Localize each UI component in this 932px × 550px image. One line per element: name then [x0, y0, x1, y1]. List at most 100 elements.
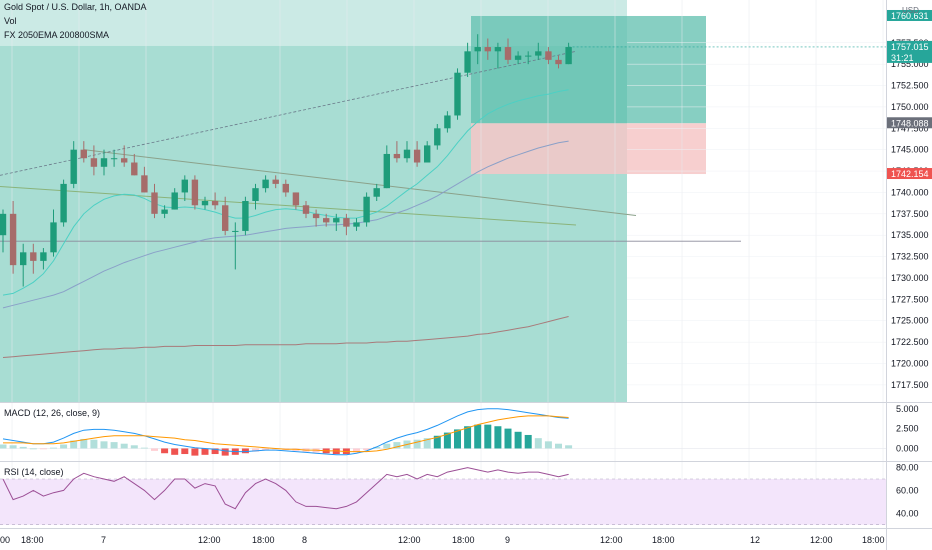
macd-histogram-bar — [363, 448, 371, 451]
price-tick-label: 1717.500 — [891, 380, 929, 390]
dashed-trendline — [0, 50, 577, 176]
candle-body — [464, 51, 471, 73]
macd-histogram-bar — [19, 446, 27, 449]
candle-body — [20, 252, 27, 266]
candle-body — [393, 153, 401, 159]
time-tick-label: 18:00 — [862, 535, 885, 545]
macd-histogram-bar — [413, 439, 421, 449]
rsi-band — [0, 479, 886, 525]
macd-histogram-bar — [120, 443, 128, 449]
candle-body — [222, 205, 229, 231]
candles[interactable] — [0, 34, 572, 287]
price-tick-label: 1725.000 — [891, 316, 929, 326]
rsi-label: RSI (14, close) — [4, 467, 64, 477]
macd-histogram-bar — [171, 448, 179, 455]
macd-histogram-bar — [181, 448, 189, 455]
profit-box — [471, 15, 706, 124]
macd-histogram-bar — [110, 442, 118, 449]
macd-histogram-bar — [504, 428, 512, 449]
ema20-line — [2, 89, 569, 296]
time-tick-label: 12:00 — [600, 535, 623, 545]
candle-body — [444, 115, 451, 129]
candle-body — [323, 218, 330, 223]
price-badge — [887, 40, 932, 63]
macd-histogram-bar — [353, 448, 360, 453]
trendline-lower — [0, 185, 577, 226]
candle-body — [70, 149, 77, 184]
price-badge-label: 1742.154 — [891, 169, 929, 179]
macd-histogram-bar — [80, 438, 88, 449]
macd-histogram-bar — [241, 448, 249, 454]
price-tick-label: 1735.000 — [891, 230, 929, 240]
price-tick-label: 1727.500 — [891, 294, 929, 304]
time-tick-label: 7 — [101, 535, 106, 545]
price-tick-label: 1747.500 — [891, 123, 929, 133]
time-tick-label: 12:00 — [810, 535, 833, 545]
price-tick-label: 1732.500 — [891, 252, 929, 262]
macd-line — [2, 408, 569, 456]
macd-histogram-bar — [130, 445, 138, 449]
candle-body — [434, 128, 441, 146]
macd-histogram-bar — [252, 448, 259, 452]
macd-tick-label: 0.000 — [896, 443, 919, 453]
price-tick-label: 1750.000 — [891, 102, 929, 112]
candle-body — [100, 158, 108, 167]
time-tick-label: 8 — [302, 535, 307, 545]
price-axis[interactable]: 1757.5001755.0001752.5001750.0001747.500… — [887, 9, 932, 518]
price-tick-label: 1745.000 — [891, 145, 929, 155]
candle-body — [555, 59, 562, 65]
macd-histogram-bar — [373, 446, 381, 449]
rsi-pane[interactable] — [0, 467, 886, 526]
trendline-upper — [83, 149, 637, 217]
indicator-lines — [0, 46, 886, 358]
candle-body — [252, 188, 259, 201]
price-tick-label: 1740.000 — [891, 187, 929, 197]
macd-histogram-bar — [565, 445, 573, 449]
macd-histogram-bar — [0, 444, 7, 449]
price-tick-label: 1720.000 — [891, 359, 929, 369]
time-tick-label: 18:00 — [252, 535, 275, 545]
macd-histogram-bar — [262, 448, 270, 451]
time-tick-label: 12:00 — [198, 535, 221, 545]
price-tick-label: 1737.500 — [891, 209, 929, 219]
time-axis[interactable]: 00 18:00 7 12:00 18:00 8 12:00 18:00 9 12:00 18:00… — [0, 535, 885, 545]
candle-body — [413, 149, 421, 163]
candle-body — [201, 201, 209, 206]
price-tick-label: 1730.000 — [891, 273, 929, 283]
candle-body — [454, 72, 461, 116]
candle-body — [302, 205, 310, 214]
price-badge — [887, 9, 932, 21]
time-tick-label: 9 — [505, 535, 510, 545]
rsi-tick-label: 80.00 — [896, 463, 919, 473]
candle-body — [363, 196, 370, 223]
candle-body — [181, 179, 188, 193]
macd-histogram-bar — [474, 424, 482, 449]
candle-body — [514, 55, 522, 60]
price-badge-label: 1760.631 — [891, 11, 929, 21]
candle-body — [282, 183, 289, 193]
time-tick-label: 18:00 — [452, 535, 475, 545]
macd-histogram-bar — [140, 447, 148, 449]
rsi-tick-label: 40.00 — [896, 508, 919, 518]
macd-label: MACD (12, 26, close, 9) — [4, 408, 101, 418]
macd-histogram-bar — [555, 443, 562, 449]
ema50-line — [2, 140, 569, 309]
candle-body — [30, 252, 37, 261]
volume-label: Vol — [4, 16, 17, 26]
macd-histogram-bar — [524, 434, 532, 449]
candle-body — [262, 179, 269, 189]
candle-body — [373, 188, 380, 197]
candle-body — [141, 175, 148, 193]
macd-pane[interactable] — [0, 408, 886, 456]
currency-label: USD — [902, 6, 919, 15]
candle-body — [40, 252, 47, 261]
candle-body — [131, 162, 138, 176]
candle-body — [343, 218, 350, 227]
macd-histogram-bar — [514, 431, 522, 449]
candle-body — [60, 183, 67, 223]
macd-histogram-bar — [494, 426, 502, 449]
macd-histogram-bar — [211, 448, 219, 455]
macd-signal-line — [3, 415, 569, 453]
candle-body — [535, 51, 542, 56]
